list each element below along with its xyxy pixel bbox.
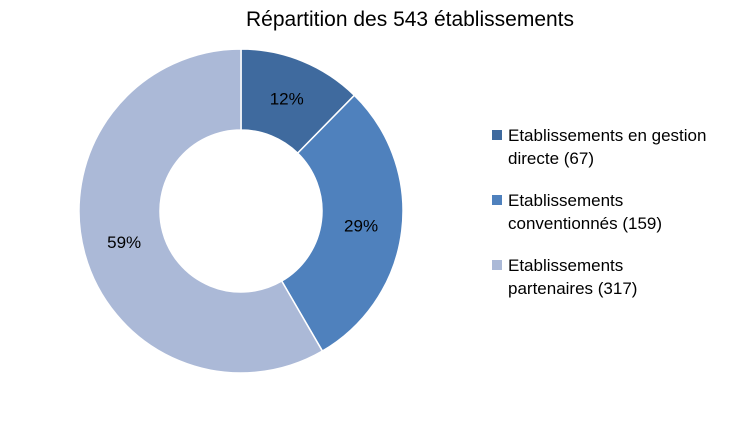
legend-swatch-3 [492,260,502,270]
legend-item-2: Etablissements conventionnés (159) [492,189,742,235]
donut-slice-3 [78,48,324,374]
legend-label-2-line-2: conventionnés (159) [508,214,663,233]
legend-item-1: Etablissements en gestion directe (67) [492,124,742,170]
slice-percent-label-3: 59% [107,233,141,252]
slice-percent-label-1: 12% [270,89,304,108]
donut-slice-2 [280,94,404,353]
legend-label-3-line-1: Etablissements [508,256,624,275]
slice-percent-label-2: 29% [344,217,378,236]
legend-label-1-line-2: directe (67) [508,149,594,168]
legend-label-3-line-2: partenaires (317) [508,279,638,298]
legend-label-2-line-1: Etablissements [508,191,624,210]
legend-swatch-2 [492,195,502,205]
chart-legend: Etablissements en gestion directe (67) Eta… [492,124,742,319]
legend-label-1-line-1: Etablissements en gestion [508,126,707,145]
legend-item-3: Etablissements partenaires (317) [492,254,742,300]
chart-title: Répartition des 543 établissements [245,8,575,31]
legend-swatch-1 [492,130,502,140]
